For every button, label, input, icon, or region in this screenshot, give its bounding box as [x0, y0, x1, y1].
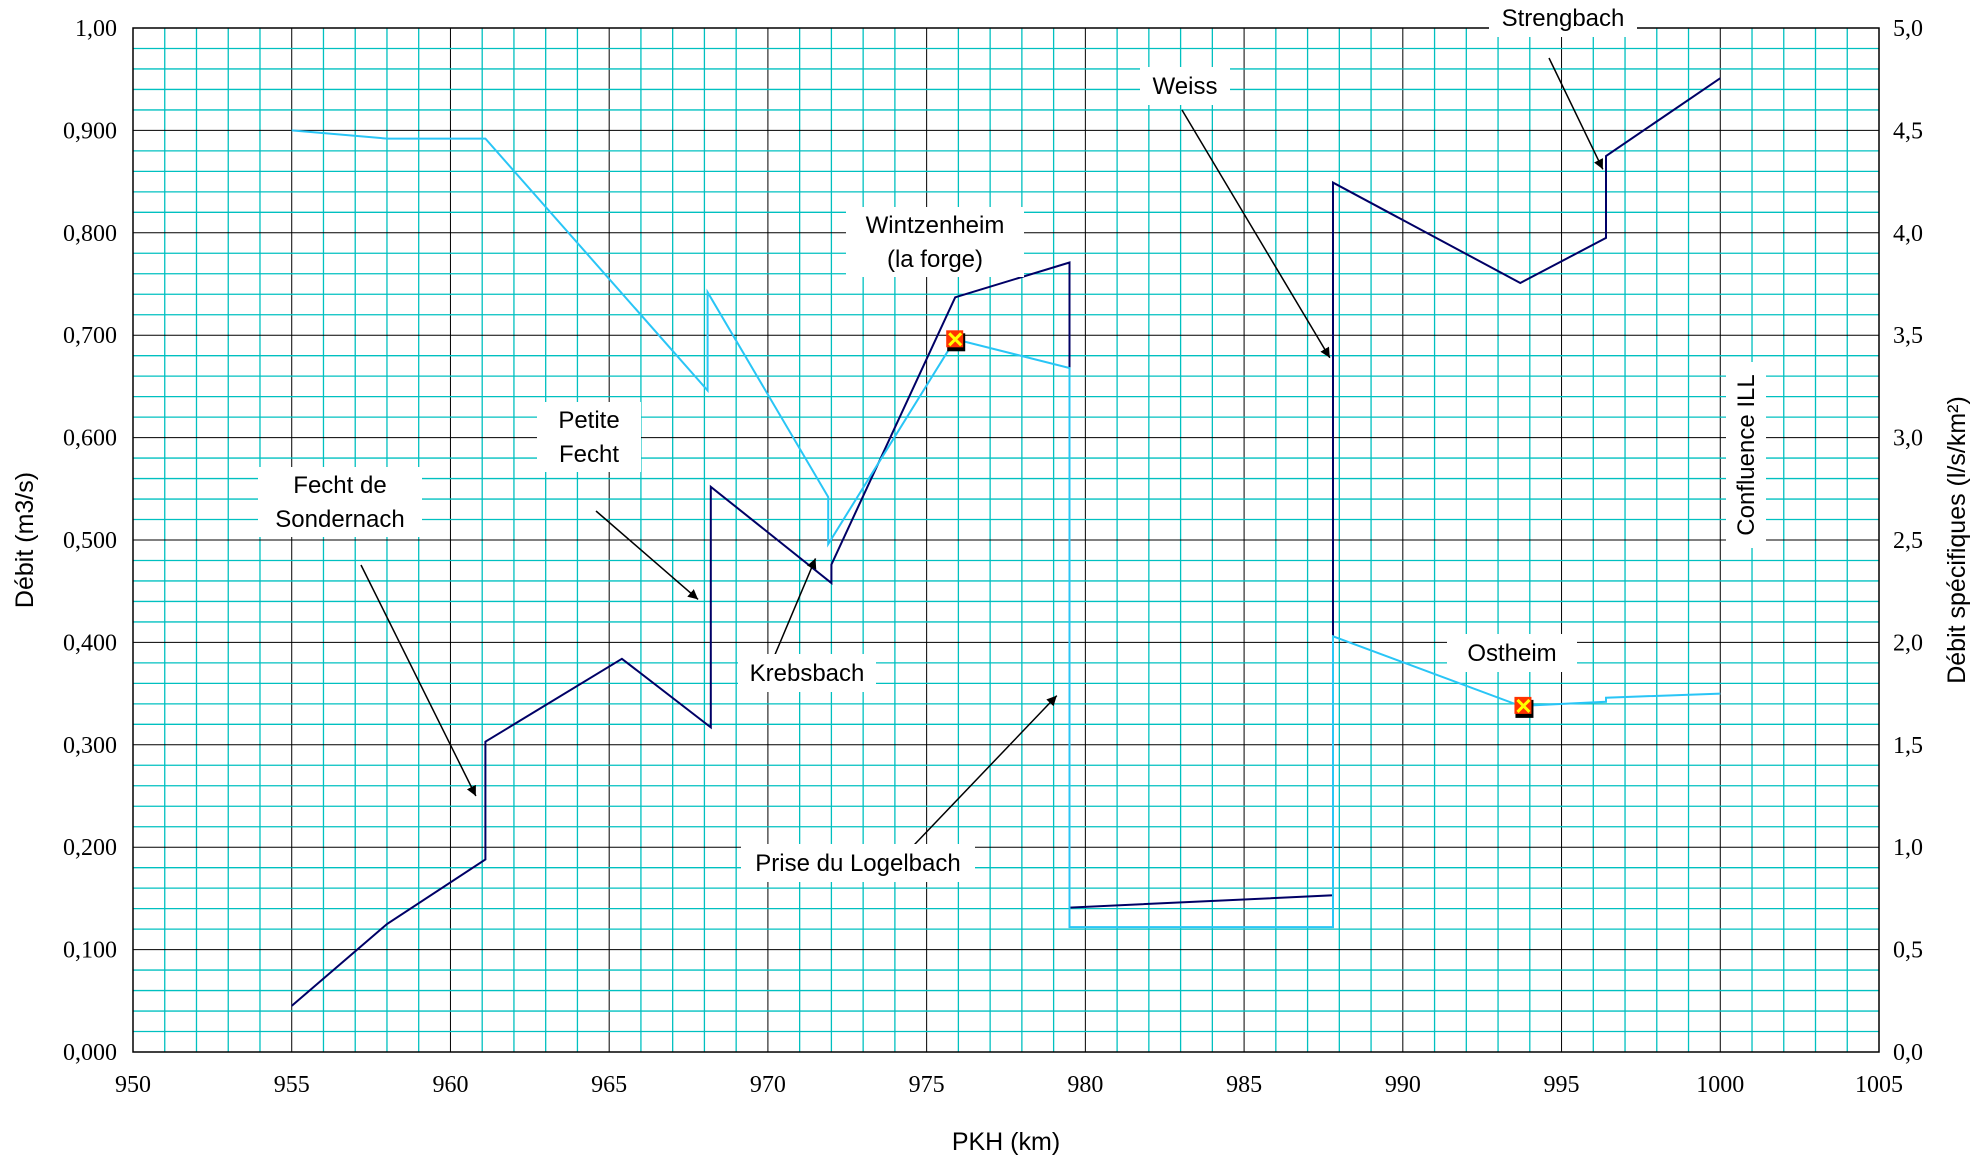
y2-tick-label: 2,5	[1893, 528, 1923, 554]
annotation-bg	[258, 467, 422, 537]
annotation: Prise du Logelbach	[741, 695, 1058, 882]
y2-tick-label: 0,5	[1893, 938, 1923, 964]
annotation: Fecht de Sondernach	[258, 467, 477, 797]
y2-tick-label: 4,5	[1893, 118, 1923, 144]
y-tick-label: 0,700	[63, 323, 117, 349]
annotation-arrow	[893, 695, 1058, 867]
annotation-label: (la forge)	[887, 246, 983, 273]
annotation-label: Prise du Logelbach	[755, 850, 960, 877]
annotation-bg	[1489, 0, 1637, 37]
annotation: Krebsbach	[738, 558, 876, 692]
y-tick-label: 0,200	[63, 835, 117, 861]
annotation-bg	[537, 402, 641, 472]
annotation-bg	[1726, 362, 1766, 548]
x-tick-label: 955	[274, 1072, 310, 1098]
annotation-arrow	[595, 510, 699, 600]
x-tick-label: 995	[1544, 1072, 1580, 1098]
annotation-bg	[738, 654, 876, 692]
annotation-label: Ostheim	[1467, 640, 1556, 667]
x-axis-title: PKH (km)	[952, 1128, 1060, 1155]
series-group	[291, 77, 1721, 1007]
y-tick-label: 0,600	[63, 426, 117, 452]
x-tick-label: 1005	[1855, 1072, 1903, 1098]
x-tick-label: 965	[591, 1072, 627, 1098]
annotation-label: Strengbach	[1502, 5, 1625, 32]
y-tick-label: 0,000	[63, 1040, 117, 1066]
y2-tick-label: 2,0	[1893, 630, 1923, 656]
annotation-bg	[846, 207, 1024, 277]
series-line-debit-specifique	[291, 129, 1721, 929]
y2-tick-label: 3,0	[1893, 426, 1923, 452]
x-tick-label: 970	[750, 1072, 786, 1098]
annotation-arrow	[1181, 109, 1331, 359]
y-tick-label: 0,300	[63, 733, 117, 759]
annotation: Confluence ILL	[1726, 362, 1766, 548]
annotation-label: Petite	[558, 407, 619, 434]
annotation-label: Wintzenheim	[866, 212, 1005, 239]
y2-tick-label: 1,5	[1893, 733, 1923, 759]
annotation: Weiss	[1140, 67, 1331, 359]
annotation-bg	[1140, 67, 1230, 105]
plot-frame	[132, 27, 1880, 1053]
x-tick-label: 990	[1385, 1072, 1421, 1098]
y-tick-label: 0,100	[63, 938, 117, 964]
annotation-bg	[741, 844, 975, 882]
y2-tick-label: 5,0	[1893, 16, 1923, 42]
data-marker	[946, 330, 966, 352]
annotation-label: Confluence ILL	[1733, 374, 1760, 535]
y2-tick-label: 4,0	[1893, 221, 1923, 247]
annotation: Petite Fecht	[537, 402, 699, 600]
x-tick-label: 1000	[1696, 1072, 1744, 1098]
y-tick-label: 0,400	[63, 630, 117, 656]
y2-tick-label: 3,5	[1893, 323, 1923, 349]
series-line-debit	[291, 77, 1721, 1007]
annotation-label: Weiss	[1153, 73, 1218, 100]
annotation-label: Krebsbach	[750, 660, 865, 687]
data-marker	[1514, 696, 1534, 718]
x-tick-label: 975	[909, 1072, 945, 1098]
y2-tick-label: 1,0	[1893, 835, 1923, 861]
x-tick-label: 985	[1226, 1072, 1262, 1098]
annotation-label: Sondernach	[275, 506, 404, 533]
annotation-arrow	[1548, 57, 1604, 170]
annotation-arrow	[360, 564, 477, 797]
annotations: Fecht de Sondernach Petite Fecht Krebsbach Wi…	[258, 0, 1766, 882]
y-tick-label: 0,800	[63, 221, 117, 247]
annotation-label: Fecht	[559, 441, 619, 468]
y-tick-label: 1,00	[75, 16, 117, 42]
annotation: Ostheim	[1447, 634, 1577, 672]
x-tick-label: 960	[432, 1072, 468, 1098]
annotation-bg	[1447, 634, 1577, 672]
marker-group	[946, 330, 1534, 718]
x-tick-label: 980	[1067, 1072, 1103, 1098]
x-tick-label: 950	[115, 1072, 151, 1098]
tick-labels: 0,000 0,100 0,200 0,300 0,400 0,500 0,600 0,700…	[63, 16, 1923, 1098]
y-tick-label: 0,500	[63, 528, 117, 554]
grid	[132, 27, 1880, 1053]
y-axis-title: Débit (m3/s)	[11, 472, 39, 608]
annotation-label: Fecht de	[293, 472, 386, 499]
y-tick-label: 0,900	[63, 118, 117, 144]
y2-axis-title: Débit spécifiques (l/s/km²)	[1943, 396, 1971, 684]
y2-tick-label: 0,0	[1893, 1040, 1923, 1066]
annotation: Wintzenheim (la forge)	[846, 207, 1024, 277]
annotation: Strengbach	[1489, 0, 1637, 170]
